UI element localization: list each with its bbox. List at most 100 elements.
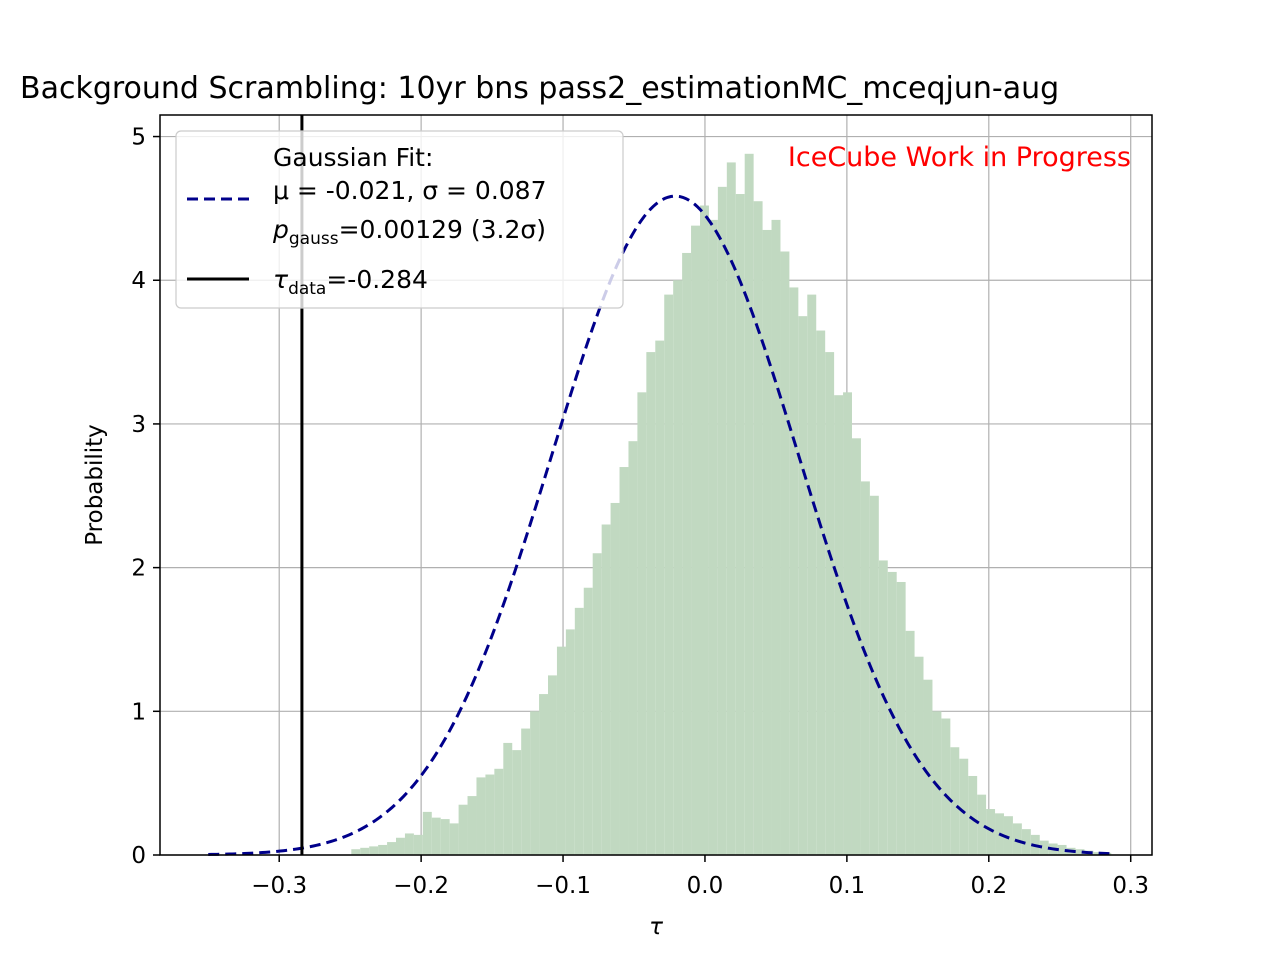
histogram-bar-97 [1075, 849, 1085, 855]
legend-box [175, 130, 624, 309]
histogram-bar-47 [628, 441, 638, 855]
histogram-bar-72 [851, 438, 861, 855]
histogram-bar-22 [404, 833, 414, 855]
histogram-bar-63 [771, 219, 781, 856]
y-axis-label: Probability [82, 424, 108, 546]
histogram-bar-57 [717, 186, 727, 855]
histogram-bar-62 [762, 229, 772, 855]
histogram-bar-53 [682, 252, 692, 855]
y-tick-label-5: 5 [131, 125, 146, 151]
histogram-bar-50 [655, 340, 665, 855]
histogram-bar-61 [753, 201, 763, 855]
histogram-bar-75 [878, 560, 888, 855]
histogram-bar-69 [825, 352, 835, 855]
legend-fit-params: μ = -0.021, σ = 0.087 [273, 176, 547, 205]
legend-fit-header: Gaussian Fit: [273, 143, 433, 172]
histogram-bar-90 [1012, 823, 1022, 855]
legend: Gaussian Fit: μ = -0.021, σ = 0.087 pgau… [175, 130, 624, 309]
histogram-bar-95 [1057, 844, 1067, 855]
histogram-bar-42 [583, 587, 593, 855]
histogram-bar-85 [968, 775, 978, 855]
histogram-bar-26 [440, 819, 450, 855]
y-tick-label-4: 4 [131, 268, 146, 294]
legend-p-value: =0.00129 (3.2σ) [339, 215, 546, 244]
histogram-bar-87 [986, 809, 996, 855]
histogram-bar-40 [565, 629, 575, 855]
histogram-bar-28 [458, 804, 468, 855]
histogram-bar-77 [896, 581, 906, 855]
histogram-bar-80 [923, 679, 933, 855]
histogram-bar-60 [744, 153, 754, 855]
histogram-bar-23 [413, 834, 423, 855]
histogram-bar-41 [574, 607, 584, 855]
histogram-bar-58 [726, 162, 736, 855]
legend-tau-value: =-0.284 [326, 265, 428, 294]
x-axis-ticks: −0.3 −0.2 −0.1 0.0 0.1 0.2 0.3 [251, 855, 1149, 899]
histogram-bar-71 [843, 392, 852, 855]
histogram-bar-66 [798, 316, 808, 855]
x-tick-label-1: −0.2 [393, 873, 449, 899]
histogram-bar-39 [556, 646, 566, 855]
legend-tau-subscript: data [288, 279, 326, 299]
histogram-bar-19 [378, 844, 388, 855]
gaussian-fit-curve [208, 194, 1110, 856]
histogram-bar-67 [807, 294, 817, 855]
histogram-bar-18 [369, 846, 379, 855]
histogram-bar-25 [431, 817, 441, 855]
x-tick-label-5: 0.2 [971, 873, 1008, 899]
histogram-bar-54 [691, 225, 700, 856]
histogram-bar-52 [673, 280, 683, 856]
x-tick-label-3: 0.0 [687, 873, 724, 899]
histogram-bar-91 [1021, 829, 1031, 855]
histogram-bar-27 [449, 823, 459, 855]
histogram-bar-43 [592, 553, 602, 855]
legend-data-label: τdata=-0.284 [273, 265, 428, 299]
histogram-bar-99 [1093, 852, 1103, 855]
histogram-bar-35 [521, 728, 531, 855]
watermark-text: IceCube Work in Progress [788, 142, 1131, 173]
histogram-bar-16 [351, 849, 361, 855]
histogram-bar-17 [360, 847, 370, 855]
histogram-bar-51 [664, 294, 674, 855]
y-tick-label-2: 2 [131, 556, 146, 582]
histogram-bar-89 [1003, 816, 1013, 855]
histogram-bar-31 [485, 774, 495, 855]
x-tick-label-0: −0.3 [251, 873, 307, 899]
histogram-bar-84 [959, 758, 969, 855]
histogram-bar-30 [476, 777, 486, 855]
histogram-bar-37 [539, 694, 549, 855]
plot-frame [159, 114, 1153, 856]
histogram-bar-36 [530, 711, 540, 855]
x-axis-label: τ [649, 914, 663, 940]
histogram-bar-86 [977, 794, 987, 855]
histogram-bar-64 [780, 251, 790, 855]
histogram-bar-49 [646, 352, 656, 855]
histogram-bar-79 [914, 656, 924, 855]
histogram-bar-32 [494, 768, 504, 855]
histogram-bar-20 [387, 842, 397, 855]
gaussian-fit [208, 194, 1110, 856]
histogram-bar-68 [816, 330, 826, 856]
histogram-bar-56 [708, 219, 718, 856]
histogram-bar-55 [699, 205, 709, 855]
histogram-bar-24 [422, 811, 432, 855]
x-tick-label-4: 0.1 [829, 873, 866, 899]
legend-fit-pvalue: pgauss=0.00129 (3.2σ) [272, 215, 546, 249]
histogram-bar-78 [905, 630, 915, 855]
legend-p-subscript: gauss [289, 229, 339, 249]
histogram-bar-48 [637, 392, 647, 855]
histogram-bar-65 [789, 287, 799, 855]
legend-tau-symbol: τ [273, 265, 289, 294]
histogram-bar-73 [860, 481, 870, 855]
histogram-bar-83 [950, 747, 960, 855]
histogram-bar-82 [941, 718, 951, 855]
x-tick-label-6: 0.3 [1112, 873, 1149, 899]
histogram-bar-21 [396, 837, 405, 855]
histogram-bar-33 [503, 742, 513, 855]
histogram-bar-93 [1039, 840, 1049, 855]
y-tick-label-0: 0 [131, 843, 146, 869]
histogram-bar-45 [610, 502, 620, 855]
histogram-bar-70 [834, 395, 844, 855]
histogram-bar-38 [548, 675, 557, 855]
